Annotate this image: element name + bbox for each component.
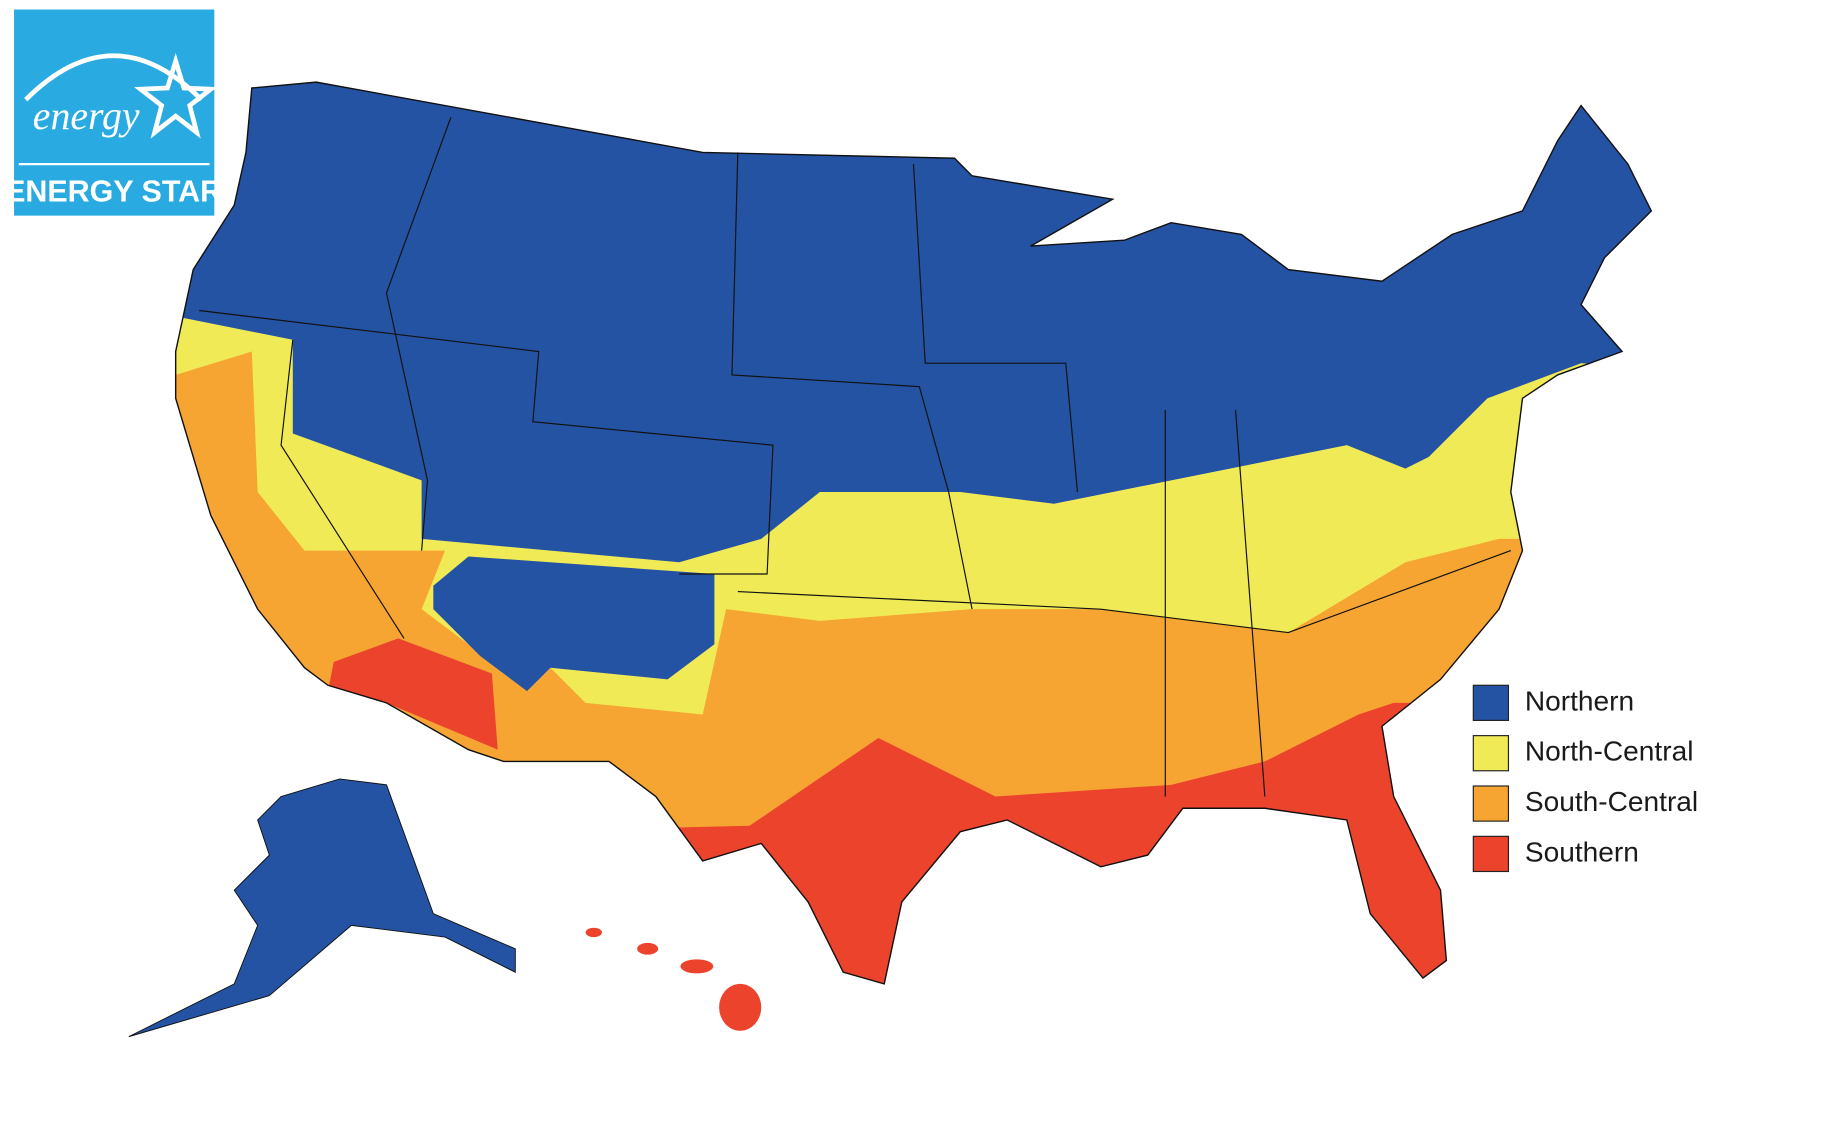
zone-southern-az bbox=[327, 638, 498, 750]
hawaii-island bbox=[719, 983, 762, 1031]
state-borders bbox=[199, 117, 1511, 797]
alaska bbox=[128, 778, 516, 1038]
hawaii-island bbox=[680, 959, 714, 974]
logo-background bbox=[14, 9, 215, 216]
legend-swatch bbox=[1472, 684, 1510, 721]
state-border bbox=[385, 117, 452, 551]
state-border bbox=[199, 309, 774, 575]
state-border bbox=[280, 339, 405, 639]
us-outline bbox=[174, 81, 1653, 985]
legend-label: South-Central bbox=[1525, 786, 1698, 817]
state-border bbox=[737, 550, 1511, 634]
legend-swatch bbox=[1472, 785, 1510, 822]
legend-swatch bbox=[1472, 835, 1510, 873]
legend-swatch bbox=[1472, 735, 1510, 772]
logo-star bbox=[134, 53, 218, 139]
legend: Northern North-Central South-Central Sou… bbox=[1472, 684, 1698, 873]
zone-northern-sw bbox=[433, 556, 715, 692]
state-border bbox=[731, 152, 973, 610]
logo-script: energy bbox=[33, 94, 140, 138]
hawaii-island bbox=[585, 927, 602, 938]
legend-label: Northern bbox=[1525, 685, 1634, 716]
legend-label: North-Central bbox=[1525, 736, 1694, 767]
hawaii bbox=[585, 927, 762, 1031]
state-border bbox=[912, 164, 1079, 493]
state-border bbox=[1234, 410, 1266, 797]
energy-star-logo: energy ENERGY STAR bbox=[5, 9, 222, 216]
logo-label: ENERGY STAR bbox=[5, 175, 222, 209]
hawaii-island bbox=[637, 942, 659, 955]
legend-label: Southern bbox=[1525, 836, 1639, 867]
